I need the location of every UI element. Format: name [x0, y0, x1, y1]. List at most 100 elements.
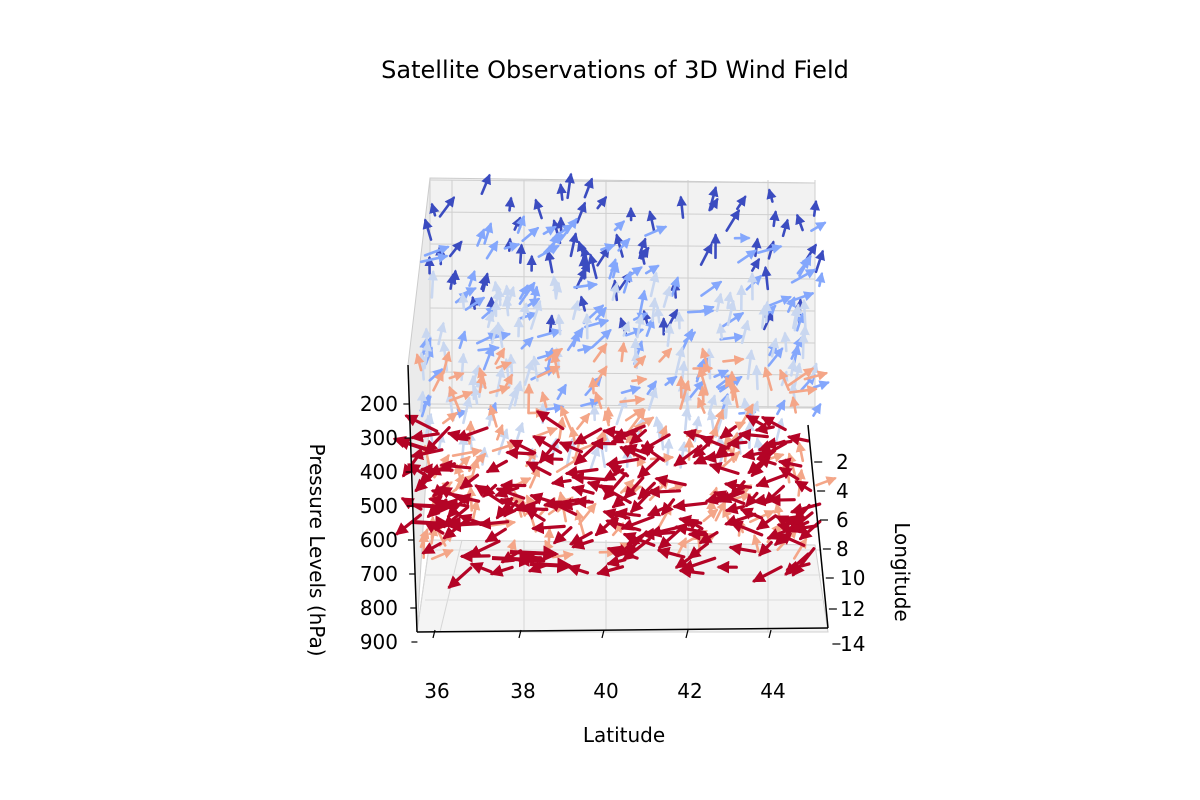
wind-arrow [602, 410, 613, 427]
wind-arrow [422, 218, 433, 241]
wind-arrow [411, 515, 452, 532]
wind-arrow [578, 295, 589, 312]
wind-arrow [795, 441, 806, 463]
wind-arrow [576, 201, 587, 224]
wind-arrow [570, 299, 581, 321]
wind-arrow [653, 306, 664, 324]
y-tick-label: 6 [836, 508, 849, 532]
y-tick-label: 14 [840, 632, 865, 656]
chart-title: Satellite Observations of 3D Wind Field [381, 56, 849, 84]
wind-arrow [755, 473, 787, 488]
wind-arrow [464, 296, 486, 311]
wind-arrow [794, 480, 813, 493]
wind-arrow [768, 337, 780, 358]
z-tick-label: 400 [360, 460, 398, 484]
wind-arrow [515, 243, 527, 265]
wind-arrow [679, 379, 691, 410]
wind-arrow [663, 438, 674, 466]
wind-arrow [648, 525, 680, 538]
wind-arrow [787, 367, 815, 387]
wind-arrow [489, 564, 514, 577]
wind-arrow [633, 355, 647, 369]
wind-arrow [629, 429, 648, 445]
wind-arrow [645, 317, 655, 338]
wind-arrow [491, 441, 518, 453]
z-tick-label: 200 [360, 392, 398, 416]
wind-arrow [637, 289, 648, 316]
wind-arrow [457, 330, 468, 350]
wind-arrow [505, 285, 516, 302]
wind-arrow [758, 540, 773, 557]
y-tick-label: 8 [836, 537, 849, 561]
wind-arrow [556, 183, 567, 201]
wind-arrow [613, 220, 626, 232]
wind-arrow [423, 412, 434, 436]
wind-arrow [704, 347, 715, 380]
wind-arrow [518, 284, 529, 300]
wind-arrow [769, 210, 780, 228]
wind-arrow [591, 328, 612, 349]
wind-arrow [466, 270, 477, 288]
wind-arrow [681, 406, 692, 431]
wind-arrow [553, 526, 573, 545]
wind-arrow [459, 473, 480, 490]
wind-arrow [620, 320, 631, 337]
y-tick-label: 4 [836, 479, 849, 503]
wind-arrow [693, 452, 712, 465]
wind-arrow [620, 385, 642, 396]
wind-arrow [740, 403, 754, 426]
wind-arrow [649, 271, 660, 298]
wind-arrow [494, 287, 505, 307]
wind-arrow [576, 412, 591, 431]
wind-arrow [766, 526, 794, 540]
wind-arrow [606, 555, 627, 568]
x-tick-label: 42 [677, 679, 702, 703]
wind-arrow [589, 445, 601, 470]
x-tick-mark [685, 629, 689, 639]
x-axis-label: Latitude [583, 723, 665, 747]
wind-arrow [799, 298, 810, 330]
wind-arrow [741, 448, 770, 461]
z-axis-label: Pressure Levels (hPa) [305, 443, 329, 656]
wind-arrow [588, 376, 599, 395]
wind-arrow [676, 195, 687, 219]
wind-arrow [532, 435, 563, 455]
wind-arrow [790, 306, 801, 330]
wind-arrow [577, 344, 594, 355]
wind-arrow [702, 508, 719, 523]
x-axis-line [416, 627, 829, 633]
wind-arrow [544, 249, 555, 274]
wind-arrow [448, 371, 465, 382]
z-tick-label: 800 [360, 596, 398, 620]
wind-arrow [674, 311, 685, 330]
wind-arrow [792, 537, 808, 560]
wind-arrow [459, 549, 491, 563]
wind-arrow [410, 429, 440, 443]
z-tick-label: 700 [360, 562, 398, 586]
wind-arrow [533, 198, 544, 220]
wind-arrow [622, 270, 633, 294]
wind-arrow [544, 347, 564, 362]
wind-arrow [798, 331, 809, 360]
wind-arrow [519, 302, 530, 321]
wind-arrow [719, 332, 745, 343]
wind-arrow [729, 382, 740, 409]
wind-arrow [578, 502, 597, 526]
wind-arrow [775, 399, 786, 416]
wind-arrow [735, 195, 747, 211]
wind-arrow [421, 541, 442, 555]
x-tick-mark [768, 629, 772, 639]
wind-arrow [751, 364, 763, 391]
wind-arrow [476, 373, 487, 394]
wind-arrow [586, 479, 614, 493]
wind-arrow [573, 427, 603, 445]
wind-arrow [779, 368, 791, 392]
wind-arrow [549, 275, 560, 300]
wind-arrow [480, 173, 491, 195]
wind-arrow [448, 390, 474, 402]
x-tick-mark [518, 629, 522, 639]
wind-arrow [646, 210, 657, 233]
x-tick-labels: 36 38 40 42 44 [424, 629, 786, 703]
wind-arrow [656, 546, 686, 560]
